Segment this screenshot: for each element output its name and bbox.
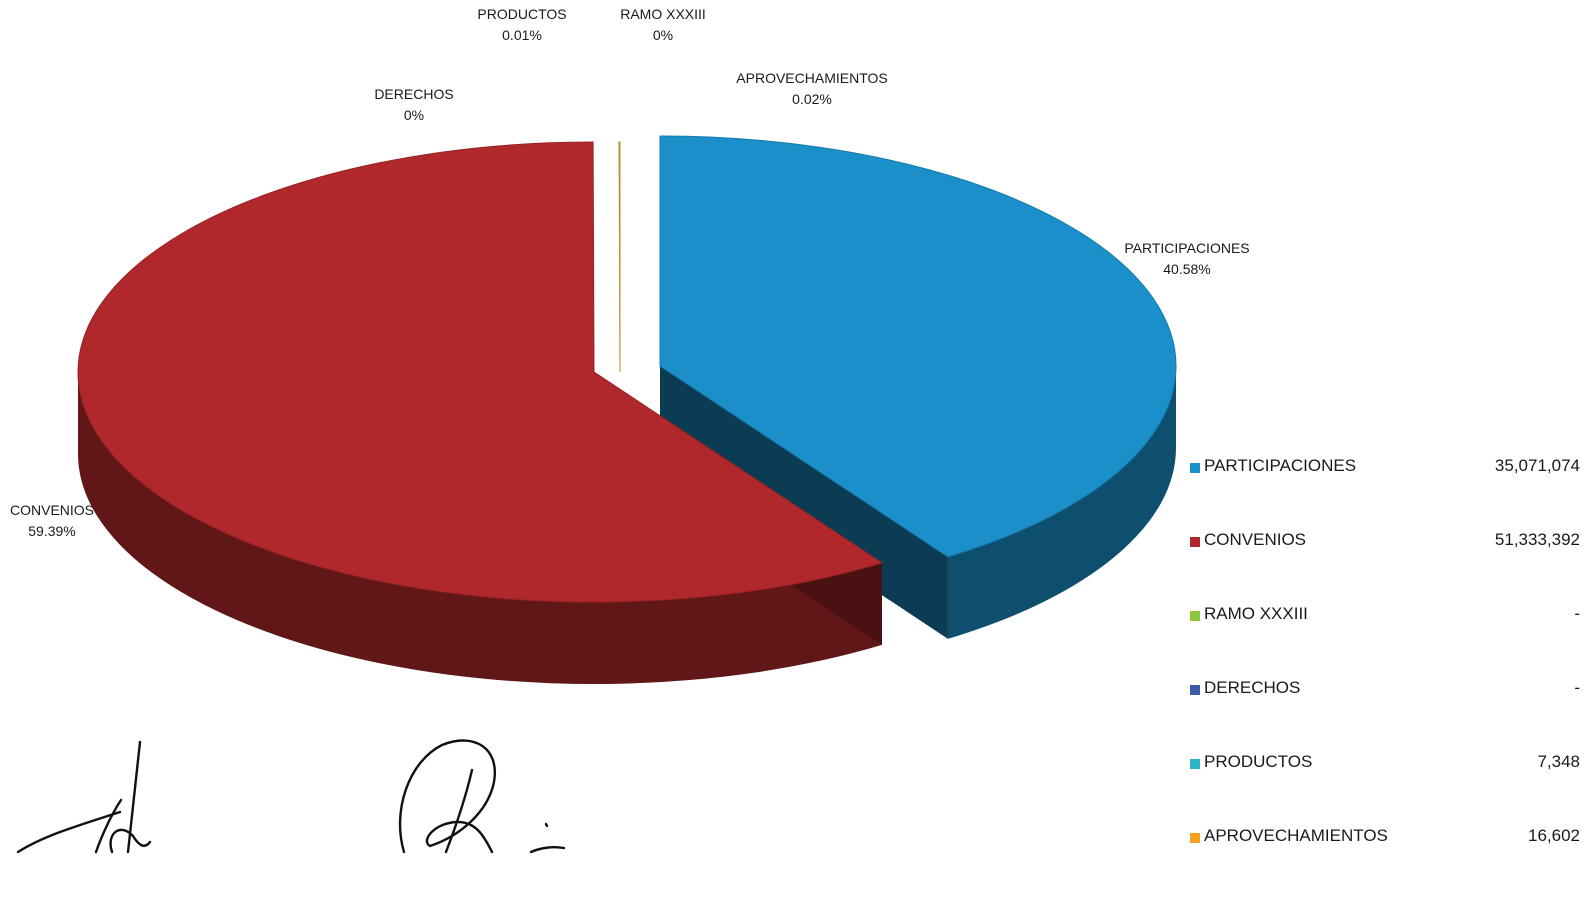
legend-swatch (1190, 611, 1200, 621)
legend-label: APROVECHAMIENTOS (1204, 826, 1388, 845)
slice-side-0 (947, 366, 1176, 639)
legend-swatch (1190, 537, 1200, 547)
slice-label-name: PARTICIPACIONES (1124, 240, 1250, 256)
slice-label-ramo-xxxiii: RAMO XXXIII 0% (620, 4, 706, 46)
legend-item-aprovechamientos: APROVECHAMIENTOS 16,602 (1190, 826, 1590, 900)
slice-label-productos: PRODUCTOS 0.01% (477, 4, 566, 46)
slice-label-participaciones: PARTICIPACIONES 40.58% (1124, 238, 1249, 280)
legend-label: PRODUCTOS (1204, 752, 1313, 771)
legend-swatch (1190, 759, 1200, 769)
slice-label-percent: 59.39% (28, 523, 76, 539)
slice-label-name: APROVECHAMIENTOS (736, 70, 888, 86)
legend-value: - (1574, 604, 1580, 623)
slice-aprovechamientos (618, 141, 621, 373)
signature-right (398, 739, 566, 854)
legend-item-productos: PRODUCTOS 7,348 (1190, 752, 1590, 826)
legend-swatch (1190, 463, 1200, 473)
slice-label-percent: 0.02% (792, 91, 832, 107)
slice-label-name: CONVENIOS (9, 502, 95, 518)
legend-item-participaciones: PARTICIPACIONES 35,071,074 (1190, 456, 1590, 530)
legend-item-convenios: CONVENIOS 51,333,392 (1190, 530, 1590, 604)
legend-value: 7,348 (1537, 752, 1580, 771)
legend: PARTICIPACIONES 35,071,074 CONVENIOS 51,333… (1190, 456, 1590, 900)
slice-label-convenios: CONVENIOS 59.39% (10, 500, 94, 542)
legend-value: - (1574, 678, 1580, 697)
handwritten-signatures (16, 739, 566, 854)
pie-slices (77, 135, 1177, 684)
slice-label-name: RAMO XXXIII (620, 6, 706, 22)
legend-value: 51,333,392 (1494, 530, 1580, 549)
legend-swatch (1190, 833, 1200, 843)
signature-left (16, 740, 152, 854)
slice-convenios (77, 141, 884, 603)
legend-label: DERECHOS (1204, 678, 1301, 697)
slice-participaciones (659, 135, 1177, 558)
legend-label: PARTICIPACIONES (1204, 456, 1357, 475)
slice-label-name: PRODUCTOS (477, 6, 567, 22)
legend-value: 16,602 (1528, 826, 1580, 845)
slice-label-percent: 0.01% (502, 27, 542, 43)
legend-item-derechos: DERECHOS - (1190, 678, 1590, 752)
slice-label-percent: 0% (403, 107, 425, 123)
legend-value: 35,071,074 (1494, 456, 1580, 475)
pie-chart (77, 135, 1177, 684)
slice-side-1 (78, 372, 882, 684)
legend-swatch (1190, 685, 1200, 695)
slice-label-derechos: DERECHOS 0% (374, 84, 453, 126)
slice-label-aprovechamientos: APROVECHAMIENTOS 0.02% (736, 68, 887, 110)
legend-label: CONVENIOS (1204, 530, 1307, 549)
slice-label-percent: 0% (652, 27, 674, 43)
slice-label-percent: 40.58% (1163, 261, 1211, 277)
slice-label-name: DERECHOS (374, 86, 454, 102)
legend-item-ramo-xxxiii: RAMO XXXIII - (1190, 604, 1590, 678)
legend-label: RAMO XXXIII (1204, 604, 1308, 623)
